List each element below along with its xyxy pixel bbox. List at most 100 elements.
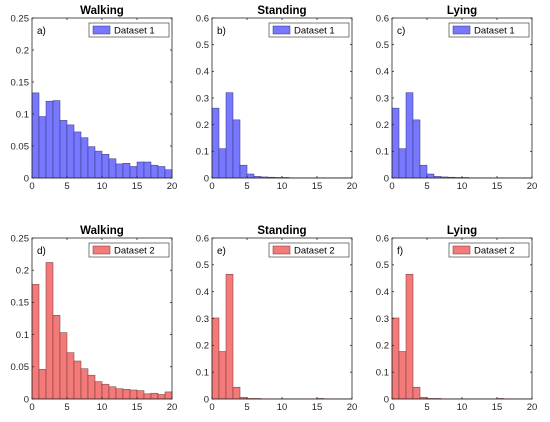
y-tick-label: 0 bbox=[204, 394, 209, 405]
bar-series bbox=[391, 92, 533, 179]
histogram-bar bbox=[143, 161, 152, 179]
histogram-bar bbox=[87, 374, 96, 400]
legend: Dataset 1 bbox=[448, 22, 530, 38]
x-tick-label: 20 bbox=[167, 402, 178, 413]
histogram-bar bbox=[225, 273, 234, 400]
histogram-bar bbox=[101, 383, 110, 400]
y-tick-label: 0.3 bbox=[196, 314, 209, 325]
panel-title: Walking bbox=[80, 225, 124, 237]
y-tick-label: 0.1 bbox=[376, 367, 389, 378]
x-tick-label: 20 bbox=[527, 402, 538, 413]
histogram-bar bbox=[150, 392, 159, 400]
x-tick-label: 0 bbox=[29, 402, 34, 413]
legend-label: Dataset 2 bbox=[294, 246, 335, 257]
histogram-bar bbox=[426, 173, 435, 179]
histogram-bar bbox=[419, 164, 428, 179]
histogram-bar bbox=[398, 351, 407, 400]
y-tick-label: 0.3 bbox=[376, 93, 389, 104]
y-tick-label: 0.6 bbox=[376, 233, 389, 244]
histogram-bar bbox=[115, 163, 124, 179]
histogram-bar bbox=[101, 154, 110, 179]
x-tick-label: 0 bbox=[209, 181, 214, 192]
histogram-bar bbox=[232, 386, 241, 400]
histogram-bar bbox=[66, 352, 75, 400]
histogram-bar bbox=[211, 317, 220, 400]
y-tick-label: 0 bbox=[204, 173, 209, 184]
x-tick-label: 5 bbox=[244, 181, 249, 192]
x-tick-label: 0 bbox=[389, 181, 394, 192]
panel-label: f) bbox=[397, 246, 403, 257]
histogram-panel-5: 0 5 10 15 20 0 0.1 0.2 0.3 0.4 0.5 0.6 Standing e) Dat… bbox=[196, 225, 358, 413]
histogram-bar bbox=[122, 163, 131, 179]
panel-title: Walking bbox=[80, 5, 124, 17]
bar-series bbox=[211, 92, 353, 179]
x-tick-label: 15 bbox=[492, 402, 503, 413]
y-tick-label: 0.5 bbox=[196, 260, 209, 271]
x-tick-label: 5 bbox=[64, 402, 69, 413]
bar-series bbox=[31, 92, 173, 179]
legend: Dataset 2 bbox=[268, 242, 350, 258]
histogram-bar bbox=[38, 369, 47, 400]
y-tick-label: 0.25 bbox=[11, 233, 30, 244]
y-tick-label: 0.6 bbox=[196, 233, 209, 244]
histogram-bar bbox=[136, 161, 145, 179]
histogram-bar bbox=[398, 148, 407, 179]
legend-label: Dataset 2 bbox=[474, 246, 515, 257]
y-tick-label: 0.2 bbox=[376, 341, 389, 352]
y-tick-label: 0.4 bbox=[376, 67, 389, 78]
histogram-bar bbox=[129, 389, 138, 400]
legend: Dataset 2 bbox=[448, 242, 530, 258]
histogram-bar bbox=[232, 119, 241, 179]
histogram-bar bbox=[115, 388, 124, 400]
histogram-bar bbox=[73, 360, 82, 400]
y-tick-label: 0.1 bbox=[196, 147, 209, 158]
y-tick-label: 0.2 bbox=[376, 120, 389, 131]
x-tick-label: 15 bbox=[492, 181, 503, 192]
y-tick-label: 0.2 bbox=[196, 120, 209, 131]
histogram-bar bbox=[164, 391, 173, 400]
histogram-bar bbox=[412, 386, 421, 400]
y-tick-label: 0.5 bbox=[376, 260, 389, 271]
y-tick-label: 0.5 bbox=[196, 40, 209, 51]
bar-series bbox=[391, 273, 533, 400]
x-tick-label: 5 bbox=[244, 402, 249, 413]
histogram-bar bbox=[136, 390, 145, 400]
legend-swatch bbox=[452, 25, 471, 35]
histogram-bar bbox=[94, 150, 103, 179]
histogram-bar bbox=[246, 173, 255, 179]
histogram-bar bbox=[59, 120, 68, 179]
histogram-bar bbox=[108, 158, 117, 179]
panel-title: Standing bbox=[257, 5, 306, 17]
y-tick-label: 0.4 bbox=[196, 287, 209, 298]
histogram-bar bbox=[45, 262, 54, 400]
histogram-bar bbox=[52, 100, 61, 179]
y-tick-label: 0.1 bbox=[196, 367, 209, 378]
legend-swatch bbox=[272, 245, 291, 255]
y-tick-label: 0.6 bbox=[376, 13, 389, 24]
histogram-bar bbox=[391, 107, 400, 179]
histogram-bar bbox=[143, 393, 152, 400]
panel-label: b) bbox=[217, 26, 226, 37]
x-tick-label: 5 bbox=[64, 181, 69, 192]
histogram-panel-2: 0 5 10 15 20 0 0.1 0.2 0.3 0.4 0.5 0.6 Standing b) Dat… bbox=[196, 5, 358, 192]
histogram-bar bbox=[38, 116, 47, 179]
x-tick-label: 15 bbox=[312, 181, 323, 192]
legend-label: Dataset 1 bbox=[294, 26, 335, 37]
y-tick-label: 0 bbox=[24, 173, 29, 184]
x-tick-label: 15 bbox=[312, 402, 323, 413]
x-tick-label: 10 bbox=[97, 402, 108, 413]
x-tick-label: 10 bbox=[277, 402, 288, 413]
histogram-bar bbox=[45, 100, 54, 179]
histogram-bar bbox=[108, 386, 117, 400]
bar-series bbox=[211, 273, 353, 400]
panel-title: Lying bbox=[447, 5, 477, 17]
legend-label: Dataset 1 bbox=[474, 26, 515, 37]
y-tick-label: 0.3 bbox=[196, 93, 209, 104]
y-tick-label: 0.3 bbox=[376, 314, 389, 325]
legend-swatch bbox=[92, 25, 111, 35]
histogram-bar bbox=[80, 368, 89, 400]
histogram-bar bbox=[87, 146, 96, 179]
y-tick-label: 0.6 bbox=[196, 13, 209, 24]
x-tick-label: 20 bbox=[167, 181, 178, 192]
histogram-bar bbox=[150, 164, 159, 179]
